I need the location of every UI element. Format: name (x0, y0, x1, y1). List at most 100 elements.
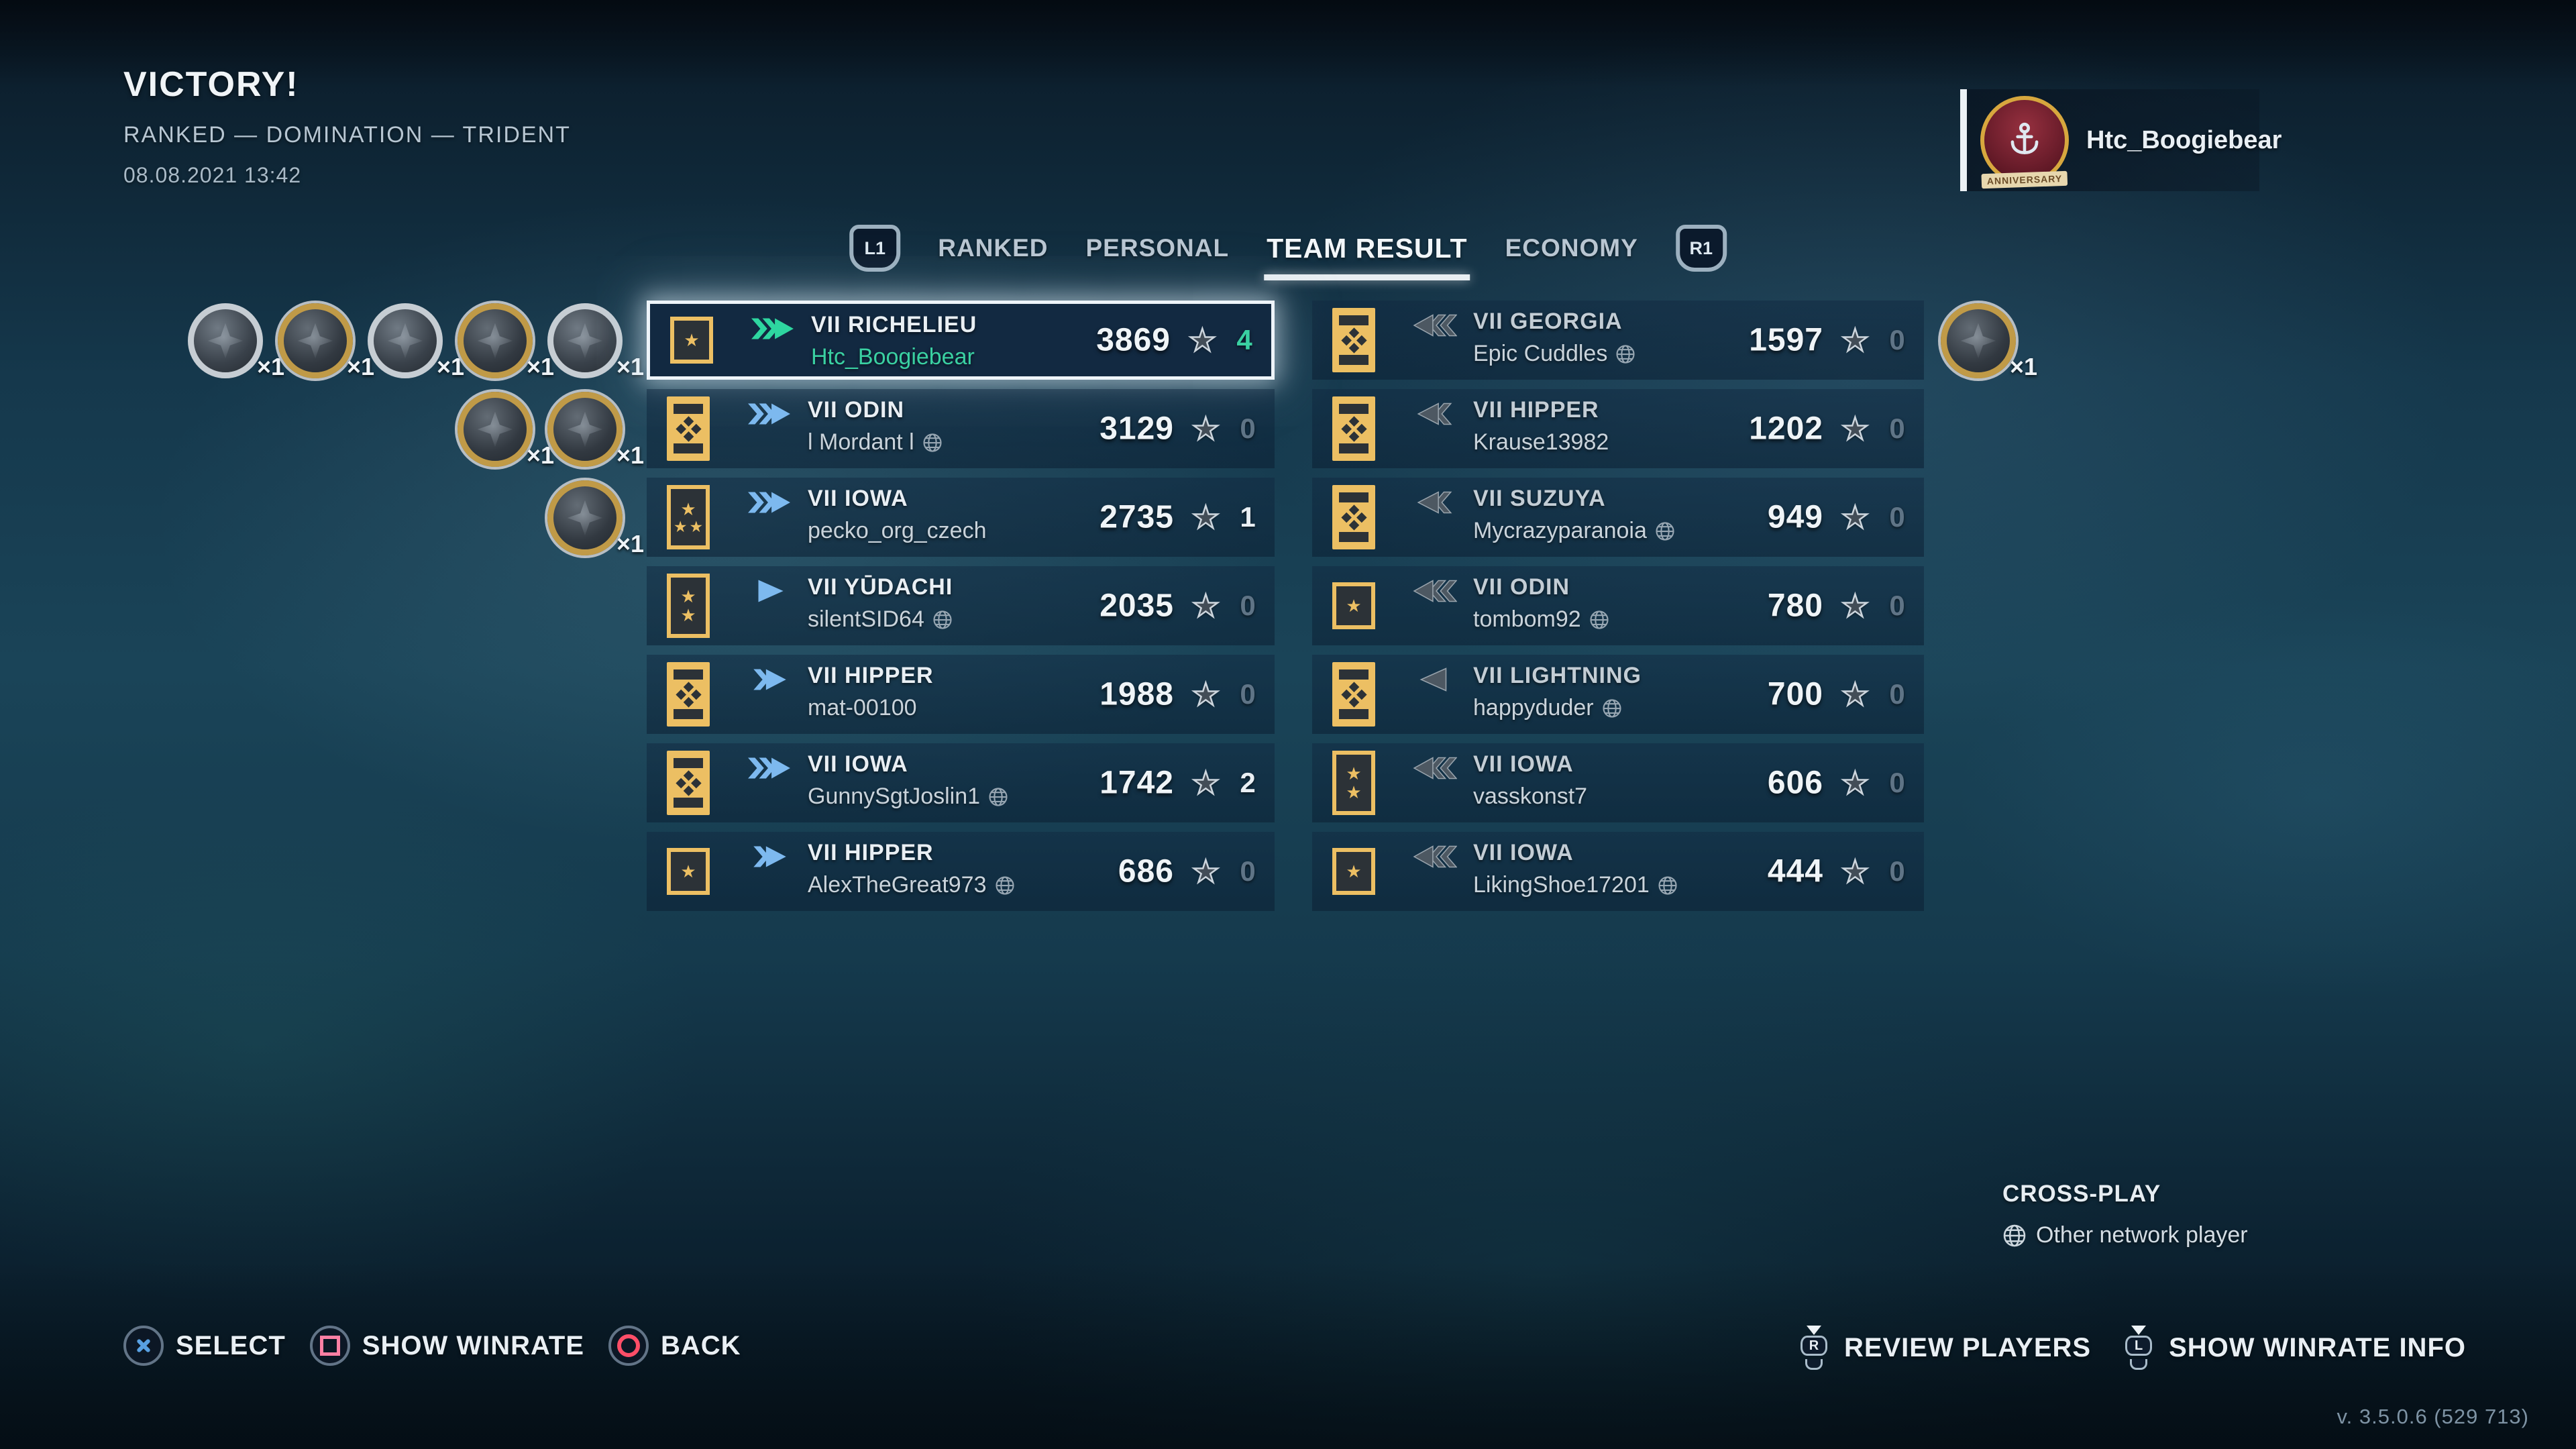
rank-badge-bars (1332, 485, 1375, 549)
player-name: GunnySgtJoslin1 (808, 784, 1008, 810)
medal-shell-icon: ×1 (1941, 303, 2037, 380)
ally-player-row-mat-00100[interactable]: VII HIPPER mat-00100 1988 ★ 0 (647, 655, 1275, 734)
controller-hints-left: SELECT SHOW WINRATE BACK (123, 1326, 741, 1366)
medal-count: ×1 (616, 353, 644, 380)
action-show-winrate[interactable]: SHOW WINRATE (309, 1326, 585, 1366)
enemy-player-row-Mycrazyparanoia[interactable]: VII SUZUYA Mycrazyparanoia 949 ★ 0 (1312, 478, 1924, 557)
globe-icon (2003, 1224, 2026, 1246)
right-stick-icon: R (1796, 1326, 1832, 1370)
tab-team-result[interactable]: TEAM RESULT (1264, 233, 1470, 280)
ship-name: VII SUZUYA (1473, 486, 1606, 511)
xp-value: 1988 (1099, 676, 1174, 712)
ship-class-icon (753, 846, 786, 867)
l1-bumper-icon[interactable]: L1 (849, 225, 901, 272)
rank-badge-icon (1332, 662, 1375, 727)
rank-badge-bars (1332, 662, 1375, 727)
xp-value: 1597 (1749, 322, 1823, 358)
rank-badge-bars (667, 662, 710, 727)
enemy-player-row-Krause13982[interactable]: VII HIPPER Krause13982 1202 ★ 0 (1312, 389, 1924, 468)
medal-row: ×1 ×1 ×1 ×1 ×1 (169, 303, 644, 380)
r1-bumper-icon[interactable]: R1 (1675, 225, 1727, 272)
medal-art (547, 480, 623, 555)
ship-name: VII HIPPER (808, 663, 934, 688)
action-select[interactable]: SELECT (123, 1326, 286, 1366)
xp-value: 2035 (1099, 588, 1174, 624)
player-name-text: GunnySgtJoslin1 (808, 784, 981, 809)
ally-player-row-pecko_org_czech[interactable]: ★ ★ ★ VII IOWA pecko_org_czech 2735 ★ 1 (647, 478, 1275, 557)
rank-badge-icon (667, 751, 710, 815)
rank-badge-icon (1332, 396, 1375, 461)
ship-class-icon (1413, 845, 1457, 868)
tab-personal[interactable]: PERSONAL (1086, 234, 1230, 262)
player-name-text: LikingShoe17201 (1473, 872, 1650, 898)
star-count: 0 (1240, 590, 1256, 621)
ally-player-row-Htc_Boogiebear[interactable]: ★ VII RICHELIEU Htc_Boogiebear 3869 ★ 4 (647, 301, 1275, 380)
ship-class-icon (1417, 491, 1452, 514)
player-name-text: silentSID64 (808, 606, 924, 632)
player-name: AlexTheGreat973 (808, 872, 1015, 898)
action-back[interactable]: BACK (608, 1326, 741, 1366)
ship-class-icon (748, 403, 790, 425)
star-icon: ★ (1840, 765, 1870, 802)
action-show-winrate-info[interactable]: L SHOW WINRATE INFO (2121, 1326, 2466, 1370)
ally-player-row-silentSID64[interactable]: ★ ★ VII YŪDACHI silentSID64 2035 ★ 0 (647, 566, 1275, 645)
rank-badge-icon (1332, 485, 1375, 549)
player-name-text: Mycrazyparanoia (1473, 518, 1647, 543)
ship-class-icon (758, 580, 784, 602)
player-name: Mycrazyparanoia (1473, 518, 1675, 544)
controller-action-label: SHOW WINRATE (362, 1330, 585, 1360)
star-icon: ★ (1191, 411, 1220, 447)
enemy-player-row-LikingShoe17201[interactable]: ★ VII IOWA LikingShoe17201 444 ★ 0 (1312, 832, 1924, 911)
ship-name: VII IOWA (808, 751, 908, 777)
rank-badge-icon: ★ (667, 848, 710, 895)
action-review-players[interactable]: R REVIEW PLAYERS (1796, 1326, 2091, 1370)
cross-play-globe-icon (989, 787, 1008, 806)
star-icon: ★ (1191, 853, 1220, 890)
anniversary-emblem-icon: ANNIVERSARY (1980, 96, 2069, 189)
ally-player-row-GunnySgtJoslin1[interactable]: VII IOWA GunnySgtJoslin1 1742 ★ 2 (647, 743, 1275, 822)
medal-art (458, 303, 533, 378)
player-name: silentSID64 (808, 606, 953, 633)
game-version-label: v. 3.5.0.6 (529 713) (2337, 1405, 2529, 1428)
ship-class-icon (751, 318, 794, 339)
controller-hints-right: R REVIEW PLAYERS L SHOW WINRATE INFO (1796, 1326, 2466, 1370)
star-icon: ★ (1840, 322, 1870, 359)
rank-badge-bars (1332, 396, 1375, 461)
star-count: 0 (1240, 855, 1256, 887)
enemy-player-row-vasskonst7[interactable]: ★ ★ VII IOWA vasskonst7 606 ★ 0 (1312, 743, 1924, 822)
medal-explosion-icon: ×1 (368, 303, 464, 380)
star-count: 2 (1240, 767, 1256, 798)
cross-play-globe-icon (1658, 875, 1677, 895)
player-name: Htc_Boogiebear (811, 344, 975, 370)
ally-player-row-AlexTheGreat973[interactable]: ★ VII HIPPER AlexTheGreat973 686 ★ 0 (647, 832, 1275, 911)
rank-badge-bars (667, 751, 710, 815)
medal-count: ×1 (526, 441, 554, 469)
medal-row: ×1 ×1 (169, 392, 644, 469)
xp-value: 3129 (1099, 411, 1174, 447)
player-name-text: mat-00100 (808, 695, 917, 720)
xp-value: 444 (1767, 853, 1823, 890)
xp-value: 686 (1118, 853, 1174, 890)
enemy-player-row-tombom92[interactable]: ★ VII ODIN tombom92 780 ★ 0 (1312, 566, 1924, 645)
enemy-player-row-Epic_Cuddles[interactable]: VII GEORGIA Epic Cuddles 1597 ★ 0 (1312, 301, 1924, 380)
star-count: 0 (1889, 413, 1905, 444)
medal-art (547, 303, 623, 378)
ship-name: VII IOWA (1473, 840, 1574, 865)
medal-art (547, 392, 623, 467)
star-icon: ★ (1840, 499, 1870, 536)
star-icon: ★ (1840, 676, 1870, 713)
tab-economy[interactable]: ECONOMY (1505, 234, 1638, 262)
enemy-player-row-happyduder[interactable]: VII LIGHTNING happyduder 700 ★ 0 (1312, 655, 1924, 734)
tab-ranked[interactable]: RANKED (938, 234, 1048, 262)
xp-value: 949 (1767, 499, 1823, 535)
star-icon: ★ (1191, 676, 1220, 713)
medal-count: ×1 (2009, 353, 2037, 380)
medal-ship-hourglass-icon: ×1 (188, 303, 284, 380)
ship-name: VII HIPPER (1473, 397, 1599, 423)
star-icon: ★ (1191, 765, 1220, 802)
ally-player-row-l_Mordant_l[interactable]: VII ODIN l Mordant l 3129 ★ 0 (647, 389, 1275, 468)
medal-art (368, 303, 443, 378)
earned-medals-group: ×1 ×1 ×1 ×1 ×1 ×1 ×1 ×1 (169, 303, 644, 569)
player-name-text: pecko_org_czech (808, 518, 987, 543)
medal-art (278, 303, 353, 378)
